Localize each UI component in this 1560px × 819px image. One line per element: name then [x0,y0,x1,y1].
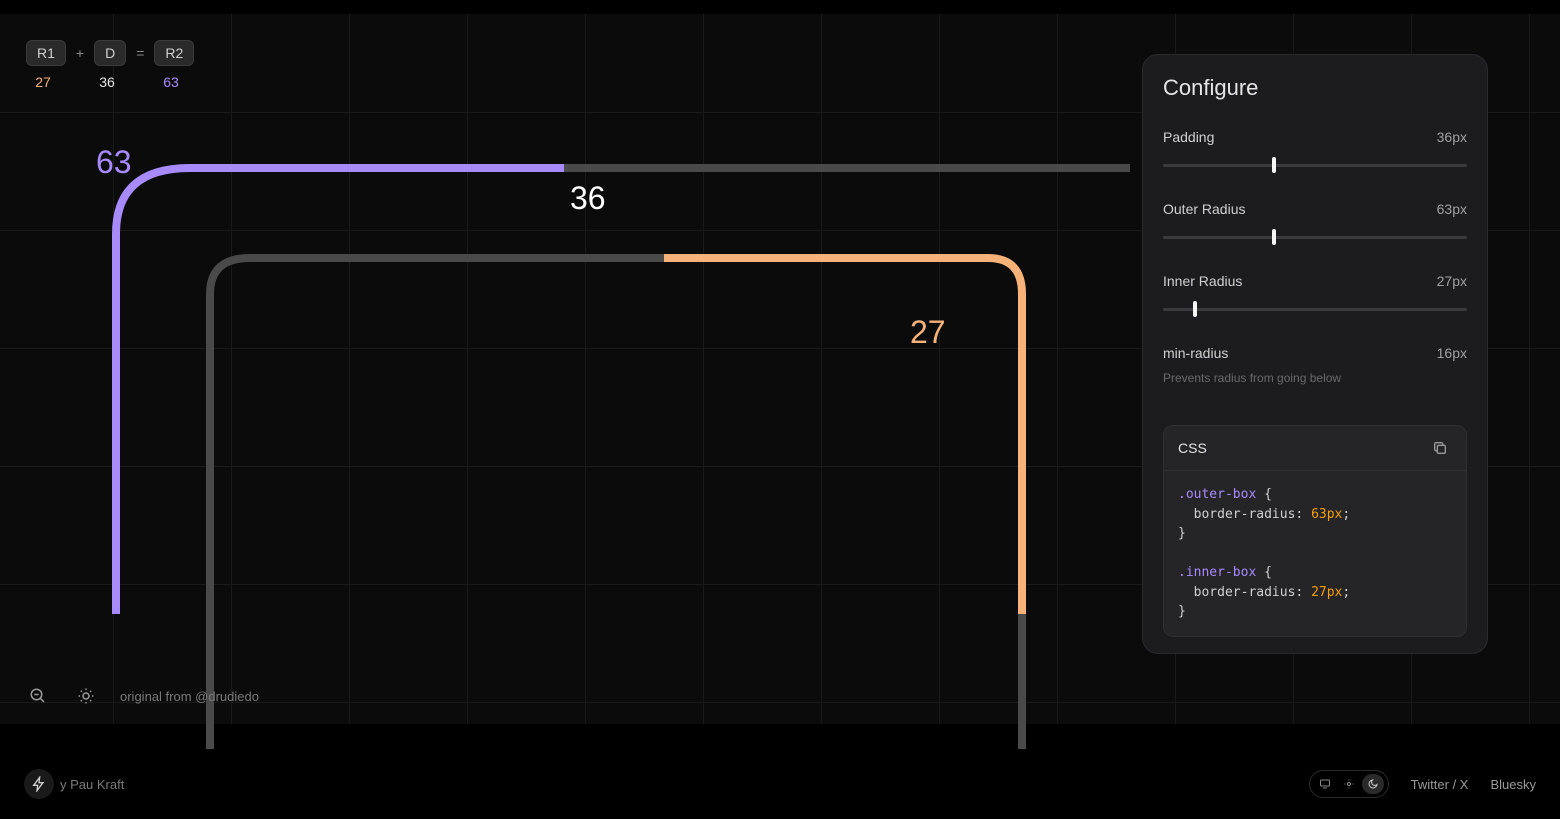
radius-diagram: 63 36 27 [110,154,1130,738]
padding-label: 36 [570,180,606,217]
footer: y Pau Kraft Twitter / X Bluesky [0,749,1560,819]
control-label: Inner Radius [1163,273,1242,289]
control-inner-radius: Inner Radius 27px [1163,273,1467,319]
control-min-radius: min-radius 16px Prevents radius from goi… [1163,345,1467,385]
control-subtext: Prevents radius from going below [1163,371,1467,385]
formula-values: 27 36 63 [26,74,188,90]
theme-system[interactable] [1314,774,1336,794]
control-outer-radius: Outer Radius 63px [1163,201,1467,247]
control-padding: Padding 36px [1163,129,1467,175]
formula-r2-pill: R2 [154,40,194,66]
theme-light[interactable] [1338,774,1360,794]
formula-r1-pill: R1 [26,40,66,66]
formula-equals: = [136,45,144,61]
formula-bar: R1 + D = R2 [26,40,194,66]
formula-plus: + [76,45,84,61]
zoom-out-icon [29,687,47,705]
logo[interactable] [24,769,54,799]
control-label: min-radius [1163,345,1228,361]
byline: y Pau Kraft [60,777,124,792]
panel-title: Configure [1163,75,1467,101]
zoom-out-button[interactable] [24,682,52,710]
formula-d-pill: D [94,40,126,66]
control-value: 16px [1437,345,1467,361]
canvas-area: R1 + D = R2 27 36 63 63 36 27 ori [0,14,1560,724]
outer-radius-label: 63 [96,144,132,181]
control-value: 63px [1437,201,1467,217]
configure-panel: Configure Padding 36px Outer Radius 63px [1142,54,1488,654]
brightness-button[interactable] [72,682,100,710]
canvas-toolbar: original from @drudiedo [24,682,259,710]
sun-small-icon [1343,778,1355,790]
formula-d-value: 36 [92,74,122,90]
control-label: Outer Radius [1163,201,1245,217]
inner-radius-label: 27 [910,314,946,351]
monitor-icon [1319,778,1331,790]
control-value: 27px [1437,273,1467,289]
padding-slider[interactable] [1163,155,1467,175]
inner-radius-slider[interactable] [1163,299,1467,319]
css-output: CSS .outer-box { border-radius: 63px; } … [1163,425,1467,637]
formula-r2-value: 63 [154,74,188,90]
css-code-block: .outer-box { border-radius: 63px; } .inn… [1164,471,1466,636]
credit-text: original from @drudiedo [120,689,259,704]
diagram-svg [110,154,1130,754]
formula-r1-value: 27 [26,74,60,90]
moon-icon [1367,778,1379,790]
css-title: CSS [1178,440,1207,456]
control-value: 36px [1437,129,1467,145]
copy-css-button[interactable] [1428,436,1452,460]
sun-icon [77,687,95,705]
bluesky-link[interactable]: Bluesky [1490,777,1536,792]
bolt-icon [31,776,47,792]
theme-dark[interactable] [1362,774,1384,794]
copy-icon [1432,440,1448,456]
theme-toggle[interactable] [1309,770,1389,798]
control-label: Padding [1163,129,1214,145]
twitter-link[interactable]: Twitter / X [1411,777,1469,792]
outer-radius-slider[interactable] [1163,227,1467,247]
